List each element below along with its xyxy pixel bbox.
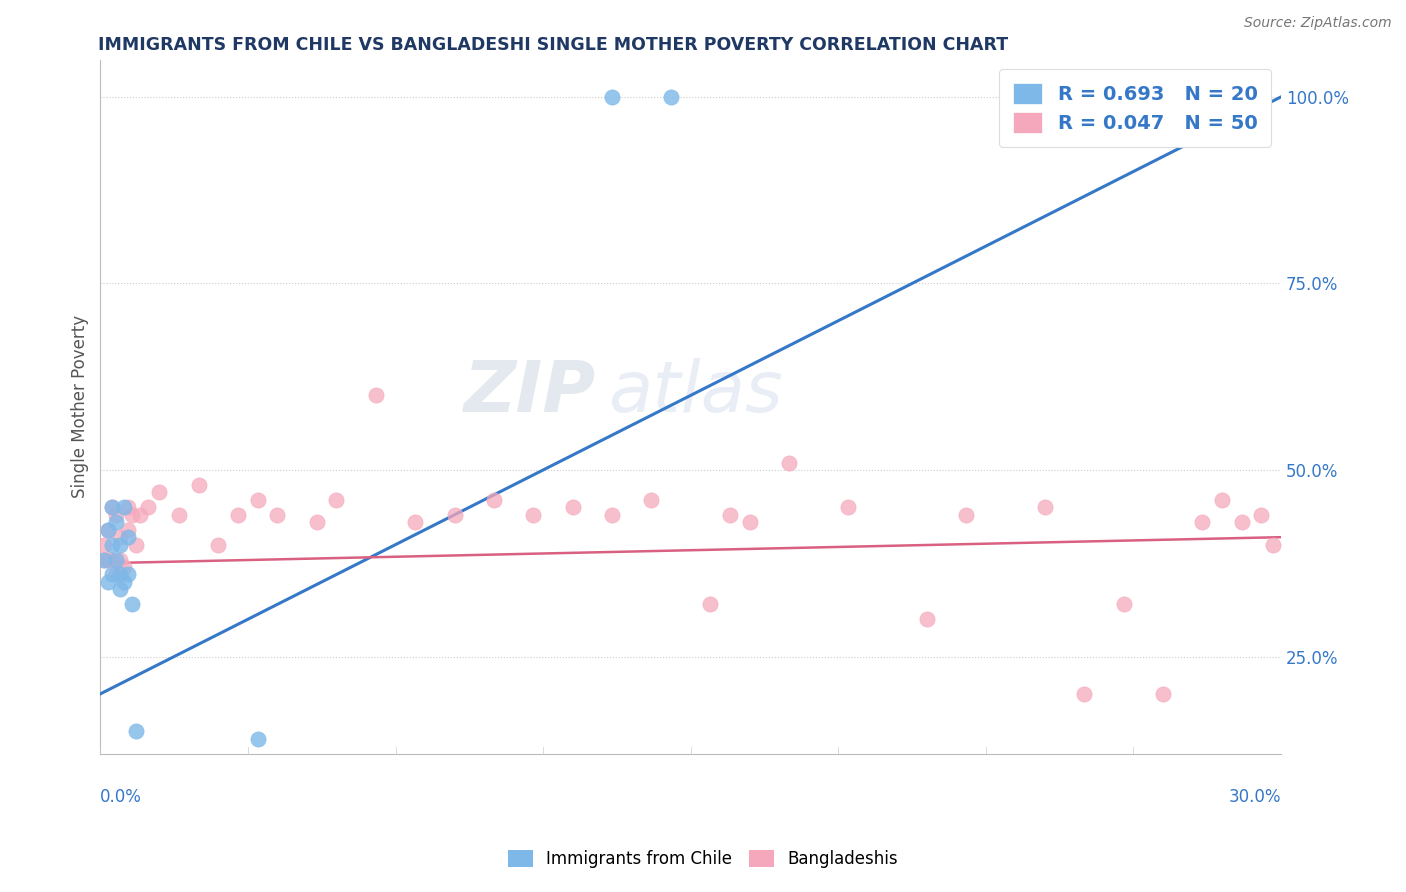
Point <box>699 597 721 611</box>
Point <box>187 478 209 492</box>
Point <box>1152 687 1174 701</box>
Legend: Immigrants from Chile, Bangladeshis: Immigrants from Chile, Bangladeshis <box>502 843 904 875</box>
Point <box>659 90 682 104</box>
Point <box>93 552 115 566</box>
Point <box>640 492 662 507</box>
Point <box>108 530 131 544</box>
Point <box>101 500 124 515</box>
Point <box>246 492 269 507</box>
Point <box>325 492 347 507</box>
Point <box>108 538 131 552</box>
Point <box>305 515 328 529</box>
Point <box>97 574 120 589</box>
Point <box>522 508 544 522</box>
Point <box>101 567 124 582</box>
Point <box>101 552 124 566</box>
Point <box>97 523 120 537</box>
Point <box>404 515 426 529</box>
Point <box>117 530 139 544</box>
Point <box>364 388 387 402</box>
Point <box>1211 492 1233 507</box>
Point <box>738 515 761 529</box>
Text: atlas: atlas <box>607 359 783 427</box>
Text: 0.0%: 0.0% <box>100 789 142 806</box>
Point <box>443 508 465 522</box>
Point <box>207 538 229 552</box>
Point <box>1230 515 1253 529</box>
Point <box>108 567 131 582</box>
Point <box>101 500 124 515</box>
Point <box>266 508 288 522</box>
Point <box>1261 538 1284 552</box>
Point <box>125 724 148 739</box>
Point <box>97 523 120 537</box>
Point <box>482 492 505 507</box>
Point <box>246 731 269 746</box>
Text: IMMIGRANTS FROM CHILE VS BANGLADESHI SINGLE MOTHER POVERTY CORRELATION CHART: IMMIGRANTS FROM CHILE VS BANGLADESHI SIN… <box>98 36 1008 54</box>
Point <box>128 508 150 522</box>
Point <box>108 552 131 566</box>
Point <box>93 538 115 552</box>
Point <box>105 515 128 529</box>
Point <box>600 508 623 522</box>
Point <box>837 500 859 515</box>
Point <box>117 567 139 582</box>
Point <box>718 508 741 522</box>
Point <box>778 456 800 470</box>
Point <box>1250 508 1272 522</box>
Point <box>97 552 120 566</box>
Point <box>105 567 128 582</box>
Point <box>226 508 249 522</box>
Point <box>112 500 135 515</box>
Point <box>105 552 128 566</box>
Point <box>125 538 148 552</box>
Point <box>1112 597 1135 611</box>
Point <box>101 538 124 552</box>
Point <box>93 552 115 566</box>
Point <box>136 500 159 515</box>
Text: 30.0%: 30.0% <box>1229 789 1281 806</box>
Point <box>108 582 131 597</box>
Point <box>167 508 190 522</box>
Point <box>117 500 139 515</box>
Legend: R = 0.693   N = 20, R = 0.047   N = 50: R = 0.693 N = 20, R = 0.047 N = 50 <box>1000 70 1271 146</box>
Point <box>600 90 623 104</box>
Point <box>112 560 135 574</box>
Point <box>561 500 583 515</box>
Point <box>955 508 977 522</box>
Point <box>121 597 143 611</box>
Point <box>1073 687 1095 701</box>
Point <box>121 508 143 522</box>
Point <box>915 612 938 626</box>
Point <box>148 485 170 500</box>
Point <box>105 508 128 522</box>
Text: ZIP: ZIP <box>464 359 596 427</box>
Point <box>112 574 135 589</box>
Point <box>1191 515 1213 529</box>
Point <box>1033 500 1056 515</box>
Y-axis label: Single Mother Poverty: Single Mother Poverty <box>72 315 89 498</box>
Point <box>117 523 139 537</box>
Text: Source: ZipAtlas.com: Source: ZipAtlas.com <box>1244 16 1392 29</box>
